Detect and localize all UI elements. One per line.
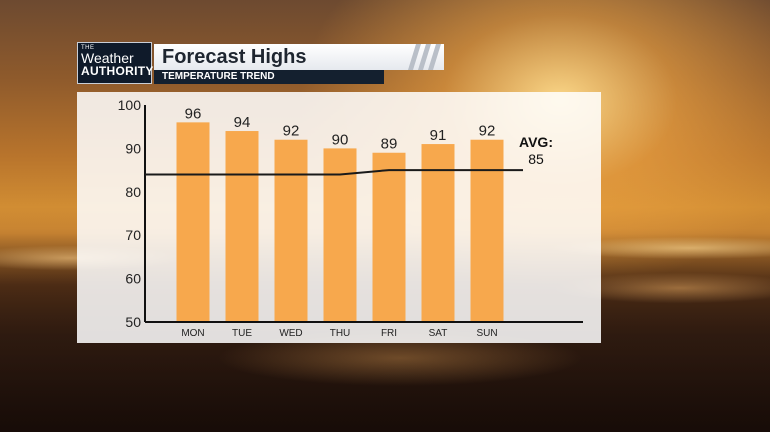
bar-value-label: 92 — [479, 123, 496, 140]
bar-value-label: 94 — [234, 114, 251, 131]
x-tick-label: FRI — [381, 328, 397, 339]
bar — [176, 122, 210, 322]
y-tick-label: 60 — [125, 271, 141, 287]
bar-value-label: 96 — [185, 105, 202, 122]
bar — [274, 139, 308, 322]
bar — [470, 139, 504, 322]
page-subtitle: TEMPERATURE TREND — [154, 70, 384, 84]
page-title: Forecast Highs — [154, 44, 444, 70]
y-tick-label: 90 — [125, 140, 141, 156]
bar-value-label: 92 — [283, 123, 300, 140]
x-tick-label: MON — [181, 328, 204, 339]
logo-line-2: AUTHORITY — [81, 64, 154, 78]
logo-small-text: THE — [81, 45, 95, 51]
bar-value-label: 90 — [332, 131, 349, 148]
bar — [372, 152, 406, 322]
average-line — [145, 169, 523, 176]
x-tick-label: THU — [330, 328, 351, 339]
bar — [323, 148, 357, 322]
chart-panel: 50 60 70 80 90 100 96 MON 94 TUE 92 WED 90 THU 89 FRI 91… — [77, 92, 601, 343]
bar-value-label: 89 — [381, 136, 398, 153]
bar — [421, 144, 455, 322]
x-tick-label: SAT — [429, 328, 448, 339]
bar — [225, 131, 259, 322]
station-logo: THE Weather AUTHORITY — [77, 42, 154, 84]
y-tick-label: 100 — [118, 97, 142, 113]
forecast-chart: 50 60 70 80 90 100 96 MON 94 TUE 92 WED 90 THU 89 FRI 91… — [118, 97, 583, 339]
avg-annotation-label: AVG: — [519, 134, 553, 150]
x-tick-label: SUN — [476, 328, 497, 339]
logo-line-1: Weather — [81, 50, 134, 66]
title-stripes — [408, 44, 441, 70]
y-tick-label: 70 — [125, 227, 141, 243]
bar-value-label: 91 — [430, 127, 447, 144]
x-tick-label: WED — [279, 328, 302, 339]
avg-annotation-value: 85 — [528, 151, 544, 167]
y-tick-label: 80 — [125, 184, 141, 200]
x-tick-label: TUE — [232, 328, 252, 339]
y-tick-label: 50 — [125, 314, 141, 330]
